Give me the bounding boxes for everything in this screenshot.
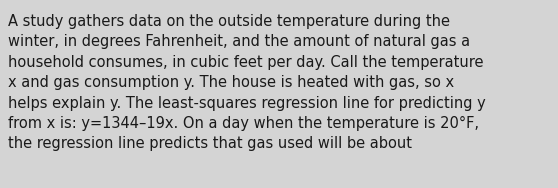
Text: A study gathers data on the outside temperature during the
winter, in degrees Fa: A study gathers data on the outside temp… <box>8 14 486 151</box>
